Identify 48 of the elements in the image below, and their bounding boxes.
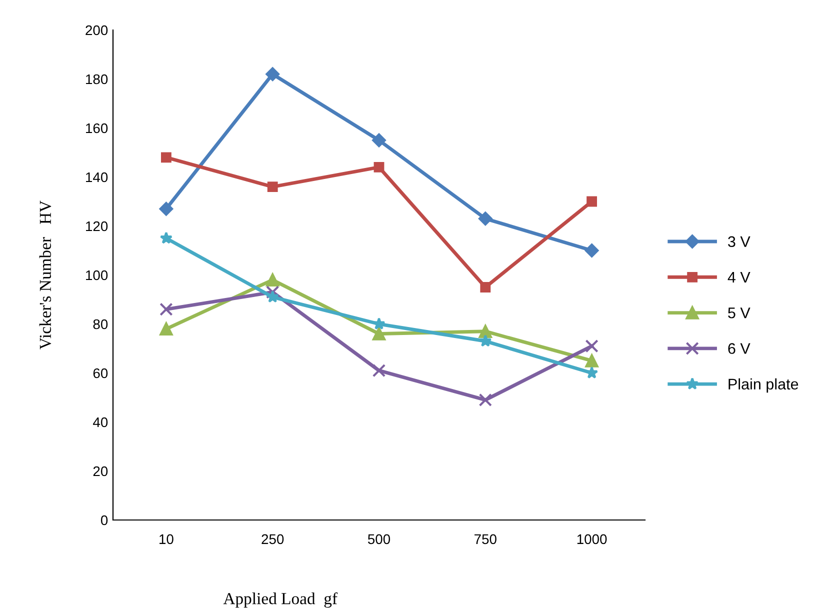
legend-label: 4 V	[728, 272, 750, 283]
y-tick-label: 40	[93, 417, 108, 428]
y-tick-label: 80	[93, 319, 108, 330]
x-tick-label: 750	[474, 534, 496, 544]
y-tick-label: 120	[86, 221, 108, 232]
point	[372, 133, 386, 148]
y-tick-label: 20	[93, 466, 108, 476]
point	[267, 182, 278, 192]
point	[480, 282, 491, 292]
point	[266, 286, 280, 299]
y-tick-label: 160	[86, 123, 108, 134]
point	[585, 354, 598, 368]
point	[586, 196, 598, 207]
point	[584, 244, 599, 258]
point	[374, 162, 384, 172]
legend-label: Plain plate	[728, 378, 798, 393]
point	[160, 322, 173, 336]
y-tick-label: 100	[86, 270, 108, 280]
y-tick-label: 180	[86, 74, 108, 84]
y-tick-label: 0	[100, 515, 108, 526]
y-axis-title: Vicker's Number HV	[39, 200, 52, 350]
x-axis-title: Applied Load gf	[223, 592, 338, 608]
point	[479, 334, 492, 347]
x-tick-label: 250	[262, 534, 284, 544]
point	[478, 393, 492, 407]
point	[478, 324, 492, 338]
point	[266, 67, 280, 82]
point	[160, 232, 173, 244]
x-tick-label: 1000	[577, 534, 607, 544]
point	[372, 317, 386, 330]
point	[478, 212, 492, 226]
point	[585, 339, 598, 353]
legend-label: 5 V	[728, 308, 750, 318]
x-tick-label: 10	[160, 534, 174, 544]
point	[266, 290, 279, 303]
legend-label: 3 V	[728, 236, 750, 248]
point	[266, 273, 280, 286]
x-tick-label: 500	[368, 534, 390, 544]
point	[159, 202, 174, 216]
y-tick-label: 140	[86, 172, 108, 182]
point	[372, 364, 386, 378]
point	[160, 302, 173, 316]
y-tick-label: 60	[93, 368, 108, 378]
point	[585, 366, 598, 379]
legend-label: 6 V	[728, 343, 750, 354]
point	[160, 152, 172, 163]
y-tick-label: 200	[86, 25, 108, 36]
point	[372, 327, 386, 340]
